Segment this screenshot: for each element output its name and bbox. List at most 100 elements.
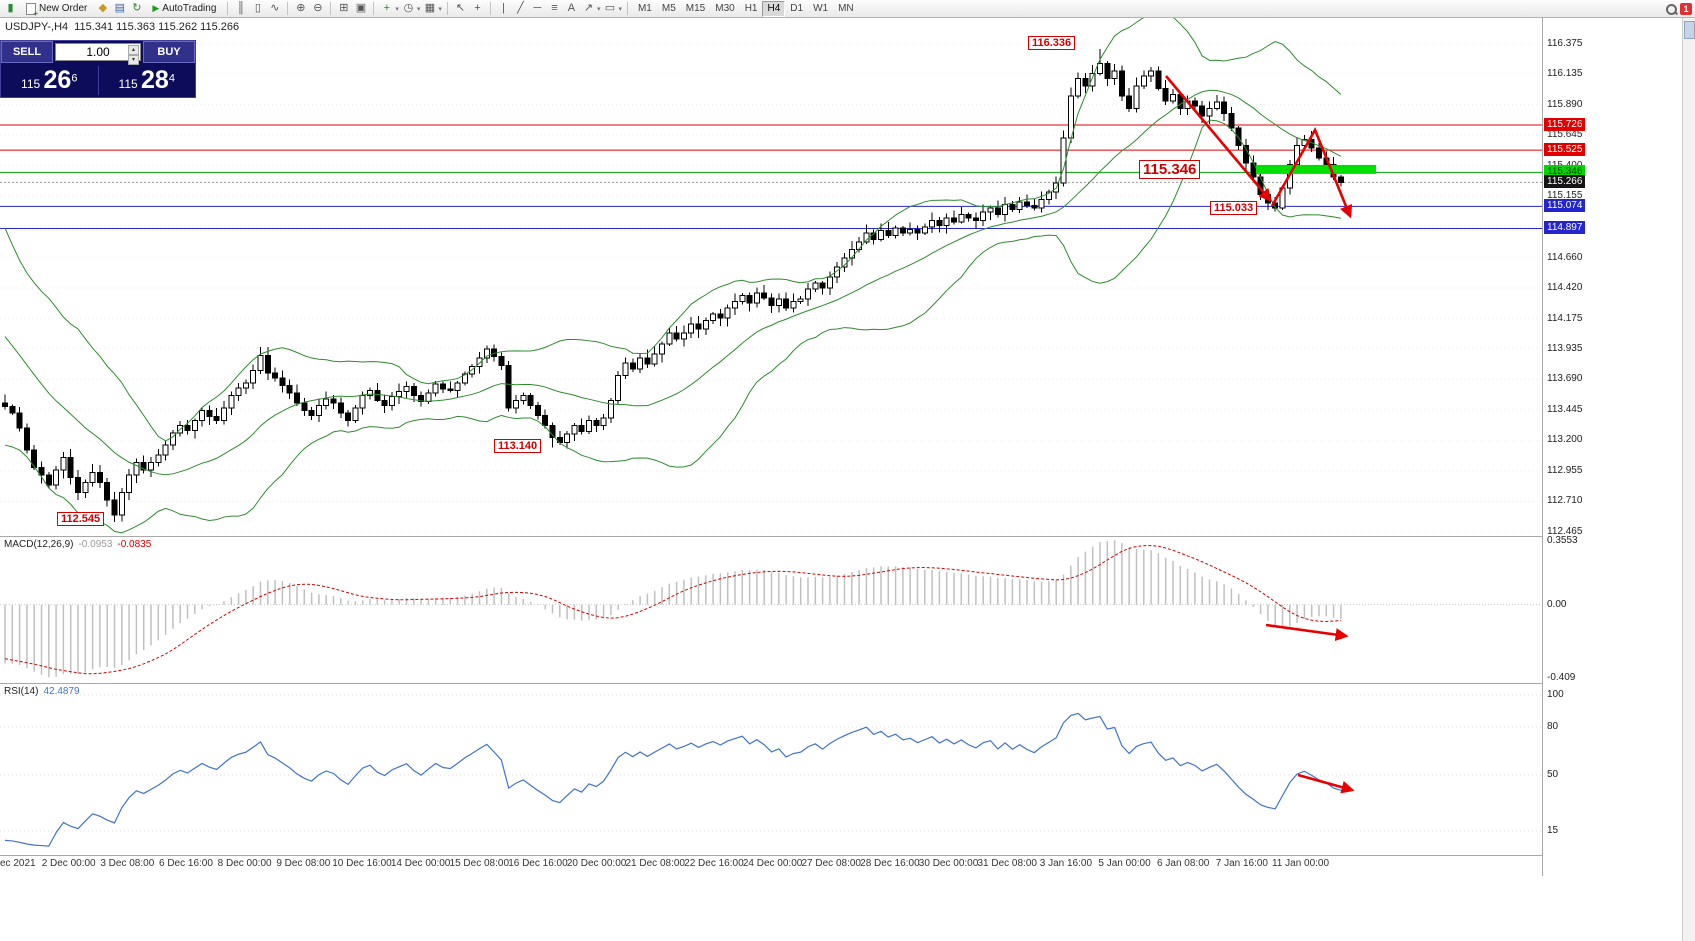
bid-price[interactable]: 115 266: [1, 65, 99, 95]
text-tool-icon[interactable]: A: [567, 2, 576, 14]
price-callout[interactable]: 115.033: [1210, 201, 1258, 215]
price-level-tag[interactable]: 115.074: [1544, 199, 1586, 213]
print-icon[interactable]: ▤: [114, 2, 126, 14]
toolbar: ▮ New Order ◆ ▤ ↻ ▶ AutoTrading ║ ▯ ∿ ⊕ …: [0, 0, 1695, 18]
horizontal-line-icon[interactable]: ─: [533, 2, 542, 14]
price-chart[interactable]: [0, 18, 1542, 536]
price-callout[interactable]: 112.545: [57, 512, 105, 526]
price-axis-border: [1542, 18, 1543, 876]
crosshair-icon[interactable]: +: [474, 2, 481, 14]
separator: [373, 2, 375, 15]
buy-button[interactable]: BUY: [143, 41, 195, 63]
rsi-panel[interactable]: [0, 684, 1542, 855]
candlestick-chart-icon[interactable]: ▯: [254, 2, 261, 14]
volume-input[interactable]: 1.00 ▴ ▾: [55, 43, 141, 65]
vertical-scrollbar[interactable]: [1682, 18, 1695, 941]
symbol-period-label: USDJPY-,H4: [5, 21, 69, 33]
deposit-icon[interactable]: ◆: [98, 2, 108, 14]
chart-icon[interactable]: ▮: [7, 2, 14, 14]
separator: [626, 2, 628, 15]
time-label: 14 Dec 00:00: [390, 858, 451, 869]
time-label: 15 Dec 08:00: [449, 858, 510, 869]
macd-panel[interactable]: [0, 537, 1542, 682]
bollinger-bands: [4, 18, 1342, 534]
cascade-windows-icon[interactable]: ▣: [355, 2, 367, 14]
autotrading-button[interactable]: ▶ AutoTrading: [146, 1, 222, 16]
indicators-add-icon[interactable]: +: [383, 2, 391, 14]
step-up-icon[interactable]: ▴: [128, 45, 139, 55]
play-icon: ▶: [152, 3, 160, 13]
rsi-label: RSI(14) 42.4879: [4, 686, 80, 697]
time-axis-divider: [0, 855, 1542, 856]
trend-arrow: [1270, 127, 1353, 219]
price-callout[interactable]: 116.336: [1028, 36, 1076, 50]
notification-badge[interactable]: 1: [1680, 2, 1692, 15]
candle-bodies: [2, 62, 1344, 516]
tile-windows-icon[interactable]: ⊞: [339, 2, 349, 14]
macd-histogram: [4, 540, 1342, 678]
template-icon[interactable]: ▦: [424, 2, 436, 14]
candle-wicks: [4, 48, 1342, 522]
price-callout[interactable]: 113.140: [494, 439, 542, 453]
search-icon[interactable]: [1664, 2, 1679, 16]
time-label: 2 Dec 00:00: [41, 858, 96, 869]
time-label: 28 Dec 16:00: [860, 858, 920, 869]
arrow-objects-icon[interactable]: ↗: [583, 2, 594, 14]
vertical-line-icon[interactable]: |: [502, 2, 505, 14]
panel-divider[interactable]: [0, 683, 1542, 684]
chevron-down-icon[interactable]: ▾: [596, 5, 601, 13]
timeframe-m30[interactable]: M30: [715, 2, 735, 14]
trendline-icon[interactable]: ╱: [517, 2, 524, 14]
cursor-icon[interactable]: ↖: [455, 2, 466, 14]
periods-clock-icon[interactable]: ◷: [403, 2, 414, 14]
timeframe-d1[interactable]: D1: [790, 2, 804, 14]
price-callout[interactable]: 115.346: [1139, 160, 1201, 179]
time-label: 24 Dec 00:00: [742, 858, 803, 869]
scrollbar-thumb[interactable]: [1684, 21, 1695, 39]
refresh-icon[interactable]: ↻: [132, 2, 142, 14]
time-label: 20 Dec 00:00: [566, 858, 627, 869]
timeframe-h1[interactable]: H1: [744, 2, 758, 14]
timeframe-m5[interactable]: M5: [661, 2, 676, 14]
timeframe-m1[interactable]: M1: [637, 2, 652, 14]
new-order-button[interactable]: New Order: [20, 1, 93, 18]
time-label: 30 Dec 00:00: [918, 858, 979, 869]
chevron-down-icon[interactable]: ▾: [395, 5, 399, 13]
sell-button[interactable]: SELL: [1, 41, 53, 63]
timeframe-mn[interactable]: MN: [838, 2, 854, 14]
bar-chart-icon[interactable]: ║: [236, 2, 245, 14]
horizontal-level-lines: [0, 124, 1542, 229]
timeframe-m15[interactable]: M15: [685, 2, 706, 14]
separator: [227, 2, 229, 15]
price-level-tag[interactable]: 115.525: [1544, 143, 1586, 157]
timeframe-h4[interactable]: H4: [762, 0, 786, 17]
time-label: 9 Dec 08:00: [276, 858, 331, 869]
chevron-down-icon[interactable]: ▾: [416, 5, 421, 13]
new-order-icon: [26, 2, 38, 18]
shapes-icon[interactable]: ▭: [604, 2, 616, 14]
highlight-zone: [1256, 164, 1376, 174]
time-label: 16 Dec 16:00: [508, 858, 568, 869]
ask-price[interactable]: 115 284: [118, 65, 175, 94]
zoom-in-icon[interactable]: ⊕: [296, 2, 306, 14]
price-level-tag[interactable]: 115.266: [1544, 175, 1586, 189]
time-label: 11 Jan 00:00: [1271, 858, 1330, 869]
price-level-tag[interactable]: 114.897: [1544, 221, 1586, 235]
line-chart-icon[interactable]: ∿: [270, 2, 280, 14]
time-label: 5 Jan 00:00: [1098, 858, 1151, 869]
volume-value: 1.00: [86, 45, 110, 59]
panel-divider[interactable]: [0, 536, 1542, 537]
volume-stepper[interactable]: ▴ ▾: [128, 45, 139, 65]
price-level-tag[interactable]: 115.726: [1544, 117, 1586, 131]
trend-arrow: [1165, 75, 1272, 202]
chevron-down-icon[interactable]: ▾: [618, 5, 622, 13]
macd-signal-line: [4, 545, 1341, 675]
chevron-down-icon[interactable]: ▾: [438, 5, 442, 13]
time-label: 21 Dec 08:00: [625, 858, 686, 869]
zoom-out-icon[interactable]: ⊖: [313, 2, 323, 14]
step-down-icon[interactable]: ▾: [128, 55, 139, 65]
price-level-tag[interactable]: 115.346: [1544, 165, 1586, 179]
grid: [0, 43, 1542, 533]
timeframe-w1[interactable]: W1: [813, 2, 829, 14]
fibonacci-icon[interactable]: ≡: [551, 2, 558, 14]
